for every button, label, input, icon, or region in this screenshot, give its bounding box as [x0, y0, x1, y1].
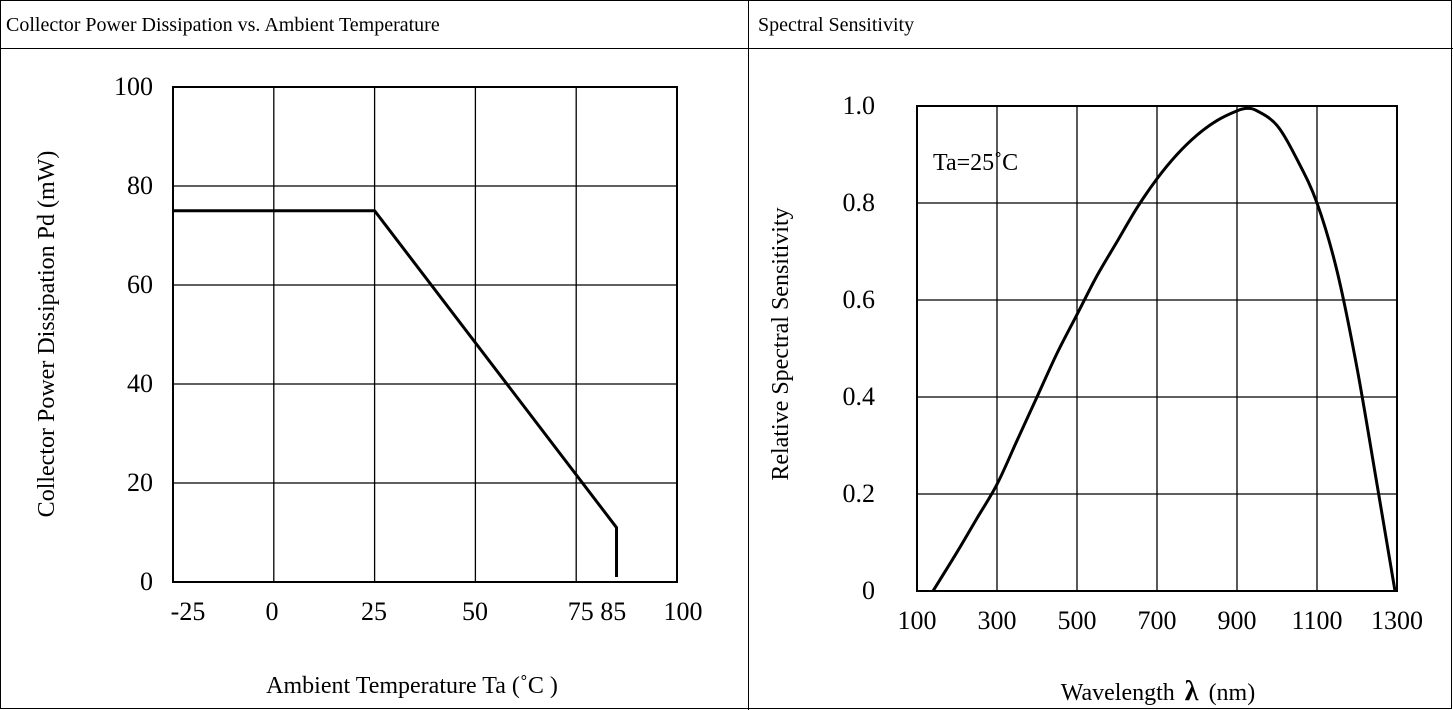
x-tick-label: 500 [1058, 606, 1097, 635]
y-tick-label: 1.0 [843, 91, 876, 120]
x-tick-label: 25 [361, 597, 387, 626]
column-divider [748, 0, 749, 710]
header-row-divider [0, 48, 1453, 49]
y-tick-label: 20 [127, 468, 153, 497]
y-tick-label: 100 [114, 72, 153, 101]
series-line-0 [173, 209, 619, 578]
y-tick-label: 0 [140, 567, 153, 596]
x-tick-label: 75 85 [568, 597, 627, 626]
plot-frame [172, 86, 678, 583]
x-axis-label: Wavelength λ (nm) [1061, 676, 1255, 707]
x-axis-unit: (nm) [1209, 680, 1256, 706]
y-tick-label: 40 [127, 369, 153, 398]
y-tick-label: 0.2 [843, 479, 876, 508]
temperature-annotation: Ta=25˚C [933, 150, 1018, 176]
x-tick-label: 1100 [1291, 606, 1342, 635]
y-tick-label: 80 [127, 171, 153, 200]
x-tick-label: 700 [1138, 606, 1177, 635]
y-axis-label: Collector Power Dissipation Pd (mW) [34, 151, 60, 518]
lambda-symbol: λ [1185, 676, 1199, 707]
y-tick-label: 0 [862, 576, 875, 605]
x-tick-label: 1300 [1371, 606, 1423, 635]
x-tick-label: 100 [898, 606, 937, 635]
x-tick-label: -25 [171, 597, 206, 626]
series-line-0 [931, 106, 1397, 592]
left-panel-title: Collector Power Dissipation vs. Ambient … [6, 14, 440, 36]
y-tick-label: 0.4 [843, 382, 876, 411]
x-axis-label-text: Wavelength [1061, 680, 1175, 706]
y-axis-label: Relative Spectral Sensitivity [768, 207, 794, 480]
y-tick-label: 60 [127, 270, 153, 299]
x-tick-label: 300 [978, 606, 1017, 635]
plot-frame [916, 105, 1398, 592]
x-tick-label: 900 [1218, 606, 1257, 635]
x-tick-label: 100 [664, 597, 703, 626]
x-tick-label: 0 [266, 597, 279, 626]
y-tick-label: 0.6 [843, 285, 876, 314]
power-dissipation-chart: -25 0 25 50 75 85 100 0 20 40 60 80 100 Ambient Tem… [34, 72, 703, 699]
x-tick-label: 50 [462, 597, 488, 626]
right-panel-title: Spectral Sensitivity [758, 14, 915, 36]
x-axis-label: Ambient Temperature Ta (˚C ) [266, 673, 558, 699]
y-tick-label: 0.8 [843, 188, 876, 217]
